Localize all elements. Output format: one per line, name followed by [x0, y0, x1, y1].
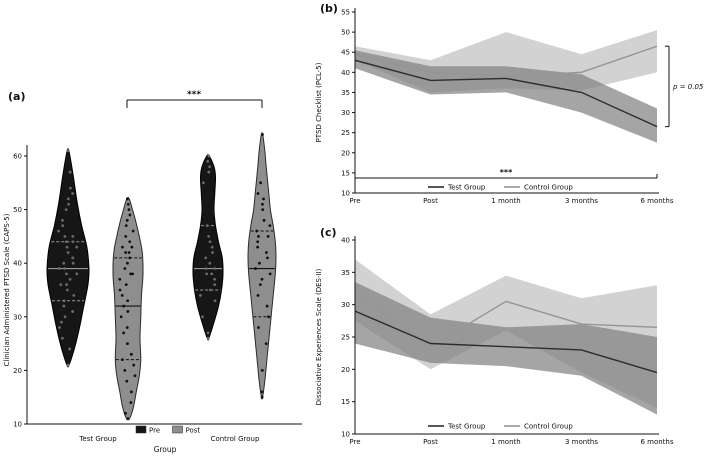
panel-c-label: (c) — [320, 226, 337, 239]
axes: 10 15 20 25 30 35 40 Pre Post 1 month 3 months 6 mo… — [315, 236, 674, 446]
legend: Pre Post — [135, 425, 201, 435]
series-lines — [354, 291, 658, 374]
violin-plot-caps5: 10 20 30 40 50 60 Clinician Administered PTSD … — [3, 90, 302, 454]
svg-text:Pre: Pre — [349, 438, 360, 446]
svg-text:35: 35 — [341, 269, 350, 277]
svg-text:Pre: Pre — [149, 427, 160, 435]
svg-text:30: 30 — [341, 109, 350, 117]
svg-text:Test Group: Test Group — [78, 435, 117, 443]
panel-a-label: (a) — [8, 90, 26, 103]
svg-text:60: 60 — [13, 153, 22, 161]
svg-text:Pre: Pre — [349, 197, 360, 205]
panel-a: (a) 10 20 30 40 50 60 Clinician Administered P… — [0, 0, 310, 457]
svg-text:6 months: 6 months — [640, 197, 673, 205]
svg-text:10: 10 — [341, 190, 350, 198]
svg-text:***: *** — [500, 168, 513, 177]
svg-text:Test Group: Test Group — [447, 423, 486, 431]
panel-b: (b) 10 15 20 25 30 35 40 45 50 55 Pre Post 1 month 3 … — [309, 0, 709, 215]
svg-text:Post: Post — [423, 438, 438, 446]
svg-text:40: 40 — [341, 237, 350, 245]
svg-text:20: 20 — [341, 366, 350, 374]
svg-text:30: 30 — [341, 301, 350, 309]
significance: *** — [126, 90, 263, 108]
svg-text:PTSD Checklist (PCL-5): PTSD Checklist (PCL-5) — [315, 62, 323, 142]
confidence-bands — [355, 30, 657, 143]
svg-text:15: 15 — [341, 398, 350, 406]
svg-text:35: 35 — [341, 89, 350, 97]
legend: Test Group Control Group — [428, 423, 573, 431]
svg-text:40: 40 — [13, 260, 22, 268]
svg-text:45: 45 — [341, 49, 350, 57]
svg-text:Control Group: Control Group — [211, 435, 260, 443]
panel-b-label: (b) — [320, 2, 338, 15]
svg-text:Control Group: Control Group — [524, 184, 573, 192]
axes: 10 20 30 40 50 60 Clinician Administered PTSD … — [3, 145, 302, 454]
svg-text:3 months: 3 months — [565, 197, 598, 205]
axes: 10 15 20 25 30 35 40 45 50 55 Pre Post 1 month 3 mont… — [315, 8, 674, 205]
line-chart-pcl5: 10 15 20 25 30 35 40 45 50 55 Pre Post 1 month 3 mont… — [315, 8, 704, 205]
svg-text:Dissociative Experiences Scale: Dissociative Experiences Scale (DES-II) — [315, 268, 323, 405]
confidence-bands — [355, 259, 657, 415]
svg-text:30: 30 — [13, 313, 22, 321]
svg-text:25: 25 — [341, 334, 350, 342]
svg-text:Clinician Administered PTSD Sc: Clinician Administered PTSD Scale (CAPS-… — [3, 213, 11, 366]
svg-text:50: 50 — [13, 206, 22, 214]
svg-text:20: 20 — [341, 149, 350, 157]
series-lines — [354, 45, 658, 128]
svg-text:10: 10 — [13, 421, 22, 429]
annotations: p = 0.05 *** — [354, 45, 704, 179]
panel-c: (c) 10 15 20 25 30 35 40 Pre Post 1 month 3 months… — [309, 224, 709, 457]
svg-text:15: 15 — [341, 169, 350, 177]
svg-text:Post: Post — [186, 427, 201, 435]
svg-text:1 month: 1 month — [491, 438, 520, 446]
svg-text:40: 40 — [341, 69, 350, 77]
svg-text:25: 25 — [341, 129, 350, 137]
svg-text:55: 55 — [341, 9, 350, 17]
svg-text:***: *** — [187, 90, 201, 100]
svg-text:6 months: 6 months — [640, 438, 673, 446]
svg-text:1 month: 1 month — [491, 197, 520, 205]
violins — [46, 132, 277, 421]
line-chart-desii: 10 15 20 25 30 35 40 Pre Post 1 month 3 months 6 mo… — [315, 236, 674, 446]
svg-text:Group: Group — [154, 445, 177, 454]
svg-text:p = 0.05: p = 0.05 — [672, 83, 704, 91]
svg-text:10: 10 — [341, 431, 350, 439]
svg-text:3 months: 3 months — [565, 438, 598, 446]
legend: Test Group Control Group — [428, 184, 573, 192]
svg-text:Post: Post — [423, 197, 438, 205]
svg-text:Test Group: Test Group — [447, 184, 486, 192]
svg-text:50: 50 — [341, 29, 350, 37]
svg-text:20: 20 — [13, 367, 22, 375]
svg-text:Control Group: Control Group — [524, 423, 573, 431]
